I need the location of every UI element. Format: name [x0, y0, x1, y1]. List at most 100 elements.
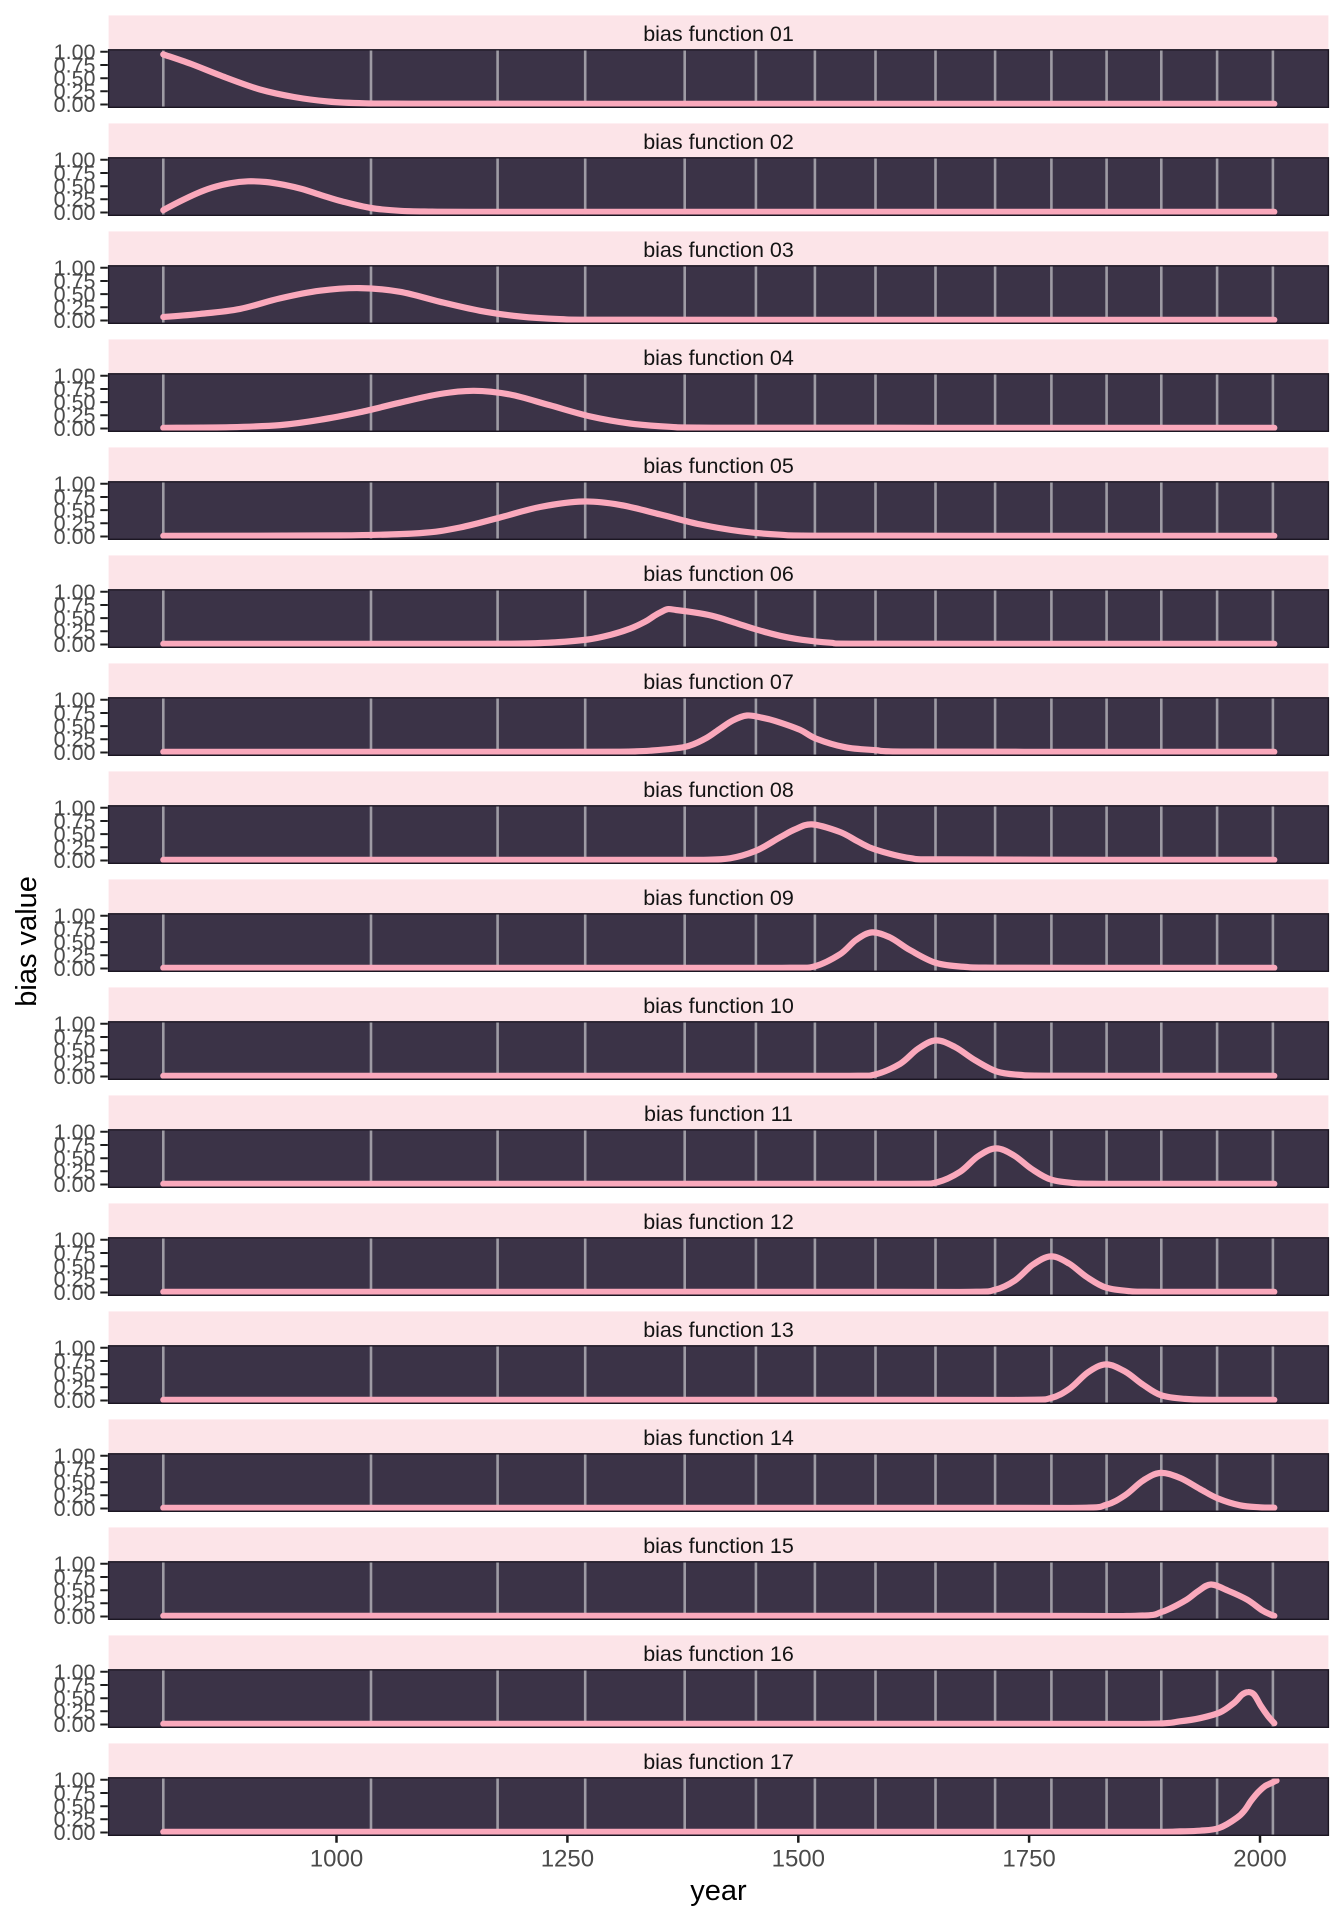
- svg-text:bias function 07: bias function 07: [643, 670, 794, 694]
- svg-text:0.25: 0.25: [54, 1484, 96, 1508]
- svg-text:1.00: 1.00: [54, 1552, 96, 1576]
- svg-text:1.00: 1.00: [54, 364, 96, 388]
- svg-text:0.25: 0.25: [54, 1376, 96, 1400]
- svg-text:0.75: 0.75: [54, 53, 96, 77]
- svg-text:1.00: 1.00: [54, 1444, 96, 1468]
- svg-text:0.00: 0.00: [54, 1497, 96, 1521]
- svg-text:bias function 04: bias function 04: [643, 346, 794, 370]
- svg-text:0.25: 0.25: [54, 188, 96, 212]
- svg-text:0.50: 0.50: [54, 499, 96, 523]
- svg-text:1.00: 1.00: [54, 1228, 96, 1252]
- svg-text:0.50: 0.50: [54, 1039, 96, 1063]
- svg-text:1.00: 1.00: [54, 1120, 96, 1144]
- svg-text:1.00: 1.00: [54, 148, 96, 172]
- svg-text:0.25: 0.25: [54, 1592, 96, 1616]
- svg-text:bias function 05: bias function 05: [643, 454, 794, 478]
- svg-text:0.00: 0.00: [54, 1605, 96, 1629]
- svg-text:0.75: 0.75: [54, 809, 96, 833]
- svg-text:bias function 12: bias function 12: [643, 1210, 794, 1234]
- svg-text:bias function 14: bias function 14: [643, 1426, 794, 1450]
- svg-text:bias function 16: bias function 16: [643, 1642, 794, 1666]
- svg-text:0.75: 0.75: [54, 1673, 96, 1697]
- svg-text:0.75: 0.75: [54, 917, 96, 941]
- svg-text:bias function 08: bias function 08: [643, 778, 794, 802]
- svg-text:0.75: 0.75: [54, 1025, 96, 1049]
- svg-text:bias function 17: bias function 17: [643, 1750, 794, 1774]
- svg-text:0.50: 0.50: [54, 1579, 96, 1603]
- svg-text:0.50: 0.50: [54, 823, 96, 847]
- svg-text:bias function 09: bias function 09: [643, 886, 794, 910]
- svg-text:1.00: 1.00: [54, 904, 96, 928]
- svg-text:0.50: 0.50: [54, 391, 96, 415]
- svg-text:0.50: 0.50: [54, 175, 96, 199]
- svg-text:0.25: 0.25: [54, 620, 96, 644]
- svg-text:1.00: 1.00: [54, 1336, 96, 1360]
- svg-text:0.25: 0.25: [54, 1268, 96, 1292]
- svg-text:bias function 13: bias function 13: [643, 1318, 794, 1342]
- svg-text:0.50: 0.50: [54, 1687, 96, 1711]
- svg-text:0.25: 0.25: [54, 836, 96, 860]
- svg-text:0.00: 0.00: [54, 1173, 96, 1197]
- svg-text:year: year: [690, 1875, 747, 1907]
- svg-text:1500: 1500: [772, 1846, 825, 1873]
- svg-text:0.25: 0.25: [54, 404, 96, 428]
- svg-text:0.00: 0.00: [54, 849, 96, 873]
- svg-text:0.00: 0.00: [54, 1281, 96, 1305]
- svg-text:bias function 10: bias function 10: [643, 994, 794, 1018]
- svg-text:0.75: 0.75: [54, 269, 96, 293]
- svg-text:0.00: 0.00: [54, 1065, 96, 1089]
- svg-text:1.00: 1.00: [54, 1768, 96, 1792]
- svg-text:0.25: 0.25: [54, 1808, 96, 1832]
- svg-text:0.75: 0.75: [54, 701, 96, 725]
- svg-text:bias function 06: bias function 06: [643, 562, 794, 586]
- svg-text:0.50: 0.50: [54, 67, 96, 91]
- svg-text:0.00: 0.00: [54, 417, 96, 441]
- svg-text:0.50: 0.50: [54, 283, 96, 307]
- svg-text:0.50: 0.50: [54, 715, 96, 739]
- svg-text:2000: 2000: [1233, 1846, 1286, 1873]
- svg-text:0.00: 0.00: [54, 633, 96, 657]
- svg-text:0.00: 0.00: [54, 93, 96, 117]
- svg-text:0.25: 0.25: [54, 944, 96, 968]
- svg-text:0.50: 0.50: [54, 1795, 96, 1819]
- svg-text:0.75: 0.75: [54, 1457, 96, 1481]
- svg-text:0.50: 0.50: [54, 931, 96, 955]
- svg-text:bias value: bias value: [11, 876, 43, 1007]
- svg-text:0.25: 0.25: [54, 80, 96, 104]
- svg-text:bias function 15: bias function 15: [643, 1534, 794, 1558]
- svg-text:0.50: 0.50: [54, 1363, 96, 1387]
- svg-text:0.75: 0.75: [54, 1133, 96, 1157]
- svg-text:1.00: 1.00: [54, 796, 96, 820]
- svg-text:0.50: 0.50: [54, 1471, 96, 1495]
- svg-text:1.00: 1.00: [54, 40, 96, 64]
- svg-text:0.75: 0.75: [54, 593, 96, 617]
- svg-text:1250: 1250: [541, 1846, 594, 1873]
- svg-text:0.00: 0.00: [54, 309, 96, 333]
- svg-text:0.75: 0.75: [54, 377, 96, 401]
- svg-text:0.25: 0.25: [54, 1700, 96, 1724]
- svg-text:0.00: 0.00: [54, 201, 96, 225]
- svg-text:1.00: 1.00: [54, 472, 96, 496]
- svg-text:bias function 11: bias function 11: [644, 1102, 793, 1126]
- svg-text:0.25: 0.25: [54, 512, 96, 536]
- svg-text:0.25: 0.25: [54, 728, 96, 752]
- svg-text:bias function 02: bias function 02: [643, 130, 794, 154]
- svg-text:0.75: 0.75: [54, 485, 96, 509]
- svg-text:1000: 1000: [310, 1846, 363, 1873]
- svg-text:0.00: 0.00: [54, 1389, 96, 1413]
- svg-text:0.50: 0.50: [54, 1147, 96, 1171]
- svg-text:0.25: 0.25: [54, 296, 96, 320]
- svg-text:0.00: 0.00: [54, 957, 96, 981]
- svg-text:0.75: 0.75: [54, 1565, 96, 1589]
- svg-text:0.50: 0.50: [54, 607, 96, 631]
- svg-text:1.00: 1.00: [54, 580, 96, 604]
- svg-text:bias function 03: bias function 03: [643, 238, 794, 262]
- svg-text:1750: 1750: [1002, 1846, 1055, 1873]
- svg-text:0.25: 0.25: [54, 1052, 96, 1076]
- svg-text:0.00: 0.00: [54, 1821, 96, 1845]
- svg-text:1.00: 1.00: [54, 1012, 96, 1036]
- svg-text:0.00: 0.00: [54, 741, 96, 765]
- svg-text:0.00: 0.00: [54, 1713, 96, 1737]
- svg-text:0.75: 0.75: [54, 1349, 96, 1373]
- svg-text:0.75: 0.75: [54, 161, 96, 185]
